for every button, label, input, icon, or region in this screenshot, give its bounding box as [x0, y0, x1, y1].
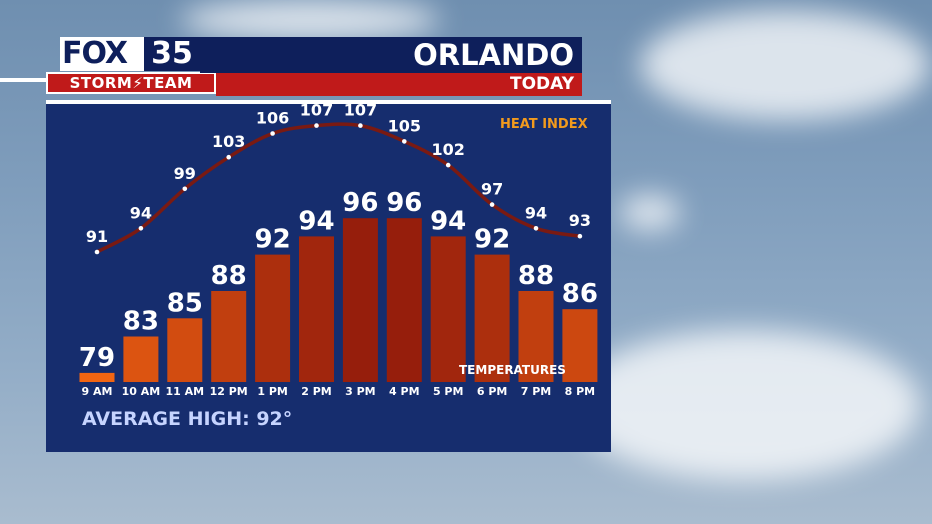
heat-index-point [314, 123, 319, 128]
storm-team-text: STORM⚡TEAM [69, 74, 193, 92]
fox-logo-text: FOX [62, 36, 128, 71]
temp-value-label: 88 [518, 261, 554, 291]
heat-index-point [402, 139, 407, 144]
heat-index-value-label: 97 [481, 180, 503, 199]
temp-bar [342, 218, 378, 382]
fox-logo: FOX [60, 37, 144, 71]
heat-index-value-label: 93 [569, 211, 591, 230]
heat-index-point [489, 202, 495, 207]
heat-index-point [445, 162, 451, 168]
heat-index-point [270, 131, 275, 136]
time-tick-label: 3 PM [345, 385, 376, 398]
temp-value-label: 85 [167, 288, 203, 318]
time-tick-label: 12 PM [210, 385, 248, 398]
temp-bar [211, 291, 247, 382]
time-tick-label: 4 PM [389, 385, 420, 398]
time-tick-label: 1 PM [257, 385, 288, 398]
heat-index-value-label: 107 [300, 101, 333, 120]
heat-index-point [182, 186, 188, 192]
temp-value-label: 83 [123, 307, 159, 337]
storm-team-logo: STORM⚡TEAM [46, 72, 216, 94]
temp-value-label: 92 [474, 225, 510, 255]
heat-index-value-label: 106 [256, 109, 289, 128]
heat-index-value-label: 102 [431, 140, 464, 159]
cloud-top-left [180, 0, 440, 40]
temp-bar [430, 236, 466, 382]
temp-value-label: 88 [211, 261, 247, 291]
temp-bar [562, 309, 598, 382]
heat-index-value-label: 91 [86, 227, 108, 246]
heat-index-point [226, 154, 231, 160]
day-label: TODAY [510, 74, 574, 94]
heat-index-value-label: 99 [174, 164, 196, 183]
temp-bar [518, 291, 554, 382]
heat-index-value-label: 103 [212, 132, 245, 151]
temp-bar [123, 336, 159, 382]
heat-index-point [577, 233, 583, 239]
temp-value-label: 92 [255, 225, 291, 255]
time-tick-label: 2 PM [301, 385, 332, 398]
cloud-lower-right [570, 330, 920, 480]
time-tick-label: 6 PM [477, 385, 508, 398]
temp-bar [79, 372, 115, 382]
time-tick-label: 5 PM [433, 385, 464, 398]
temp-value-label: 86 [562, 279, 598, 309]
average-high-label: AVERAGE HIGH: [82, 408, 250, 430]
channel-number-text: 35 [151, 36, 193, 71]
panel-top-rule [46, 100, 611, 104]
city-banner: ORLANDO [200, 37, 582, 73]
time-tick-label: 8 PM [565, 385, 596, 398]
logo-accent-line [0, 78, 48, 82]
channel-number-logo: 35 [144, 37, 200, 71]
day-banner: TODAY [216, 73, 582, 96]
heat-index-point [533, 226, 539, 231]
heat-index-line [95, 122, 582, 254]
heat-index-point [94, 249, 100, 255]
average-high: AVERAGE HIGH: 92° [82, 408, 292, 430]
time-tick-label: 10 AM [122, 385, 161, 398]
heat-index-point [138, 226, 144, 231]
time-tick-label: 9 AM [82, 385, 113, 398]
cloud-upper-right [640, 10, 930, 120]
heat-index-point [358, 123, 363, 128]
temp-bar [386, 218, 422, 382]
heat-index-value-label: 94 [525, 203, 547, 222]
temp-value-label: 94 [298, 206, 334, 236]
heat-index-value-label: 107 [344, 101, 377, 120]
time-tick-label: 7 PM [521, 385, 552, 398]
temp-value-label: 96 [386, 188, 422, 218]
temp-bar [299, 236, 334, 382]
heat-index-legend: HEAT INDEX [500, 117, 588, 132]
city-title: ORLANDO [413, 38, 574, 72]
time-tick-label: 11 AM [165, 385, 204, 398]
temp-value-label: 94 [430, 206, 466, 236]
temperatures-legend: TEMPERATURES [459, 363, 566, 377]
temp-bar [474, 254, 510, 382]
heat-index-value-label: 105 [388, 116, 421, 135]
temp-bar [167, 318, 203, 382]
heat-index-value-label: 94 [130, 203, 152, 222]
cloud-small-right [620, 195, 680, 230]
temp-value-label: 79 [79, 343, 115, 373]
average-high-value: 92° [256, 408, 293, 430]
temp-bar [255, 254, 291, 382]
temp-value-label: 96 [342, 188, 378, 218]
